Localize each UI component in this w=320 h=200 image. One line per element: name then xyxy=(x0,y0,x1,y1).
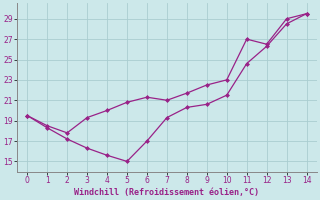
X-axis label: Windchill (Refroidissement éolien,°C): Windchill (Refroidissement éolien,°C) xyxy=(74,188,260,197)
